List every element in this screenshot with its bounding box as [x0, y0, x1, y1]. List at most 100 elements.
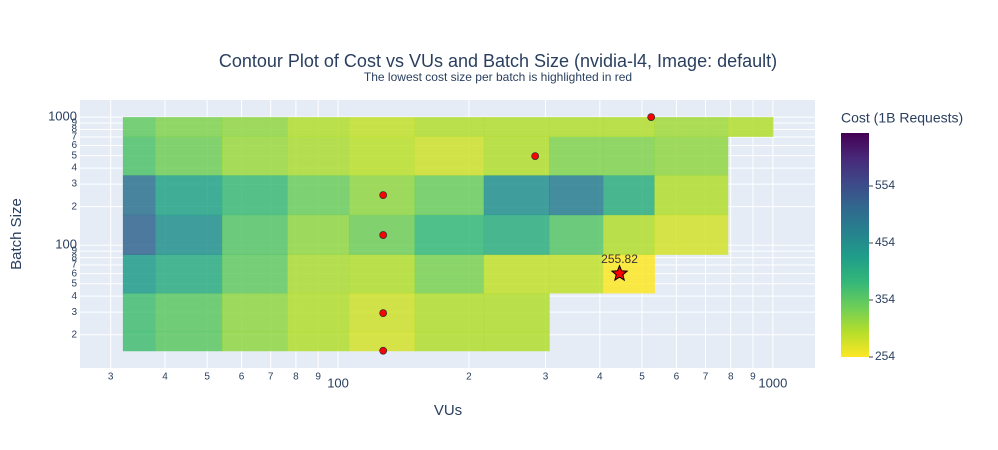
x-tick-label: 8	[728, 372, 734, 383]
y-tick-label: 100	[55, 237, 77, 252]
contour-cell	[603, 117, 655, 137]
contour-cell	[349, 331, 416, 352]
colorbar-tick-label: 354	[875, 292, 895, 306]
x-tick-label: 1000	[758, 375, 787, 390]
contour-cell	[122, 292, 156, 332]
x-tick-label: 6	[239, 372, 245, 383]
contour-cell	[221, 117, 288, 137]
contour-cell	[483, 117, 550, 137]
x-tick-label: 7	[703, 372, 709, 383]
best-point	[610, 264, 629, 282]
contour-cell	[727, 117, 774, 137]
x-tick-label: 7	[268, 372, 274, 383]
best-label: 255.82	[601, 252, 638, 266]
contour-cell	[349, 254, 416, 294]
y-tick-label: 3	[71, 307, 77, 318]
y-tick-label: 6	[71, 140, 77, 151]
contour-cell	[549, 174, 604, 216]
contour-cell	[483, 254, 550, 294]
contour-cell	[603, 254, 655, 294]
y-tick-label: 5	[71, 278, 77, 289]
chart-subtitle: The lowest cost size per batch is highli…	[364, 70, 632, 84]
contour-fill	[122, 117, 774, 352]
contour-cell	[549, 117, 604, 137]
contour-cell	[122, 214, 156, 255]
contour-cell	[654, 174, 729, 216]
contour-cell	[155, 331, 223, 352]
x-tick-label: 100	[327, 375, 349, 390]
contour-cell	[483, 214, 550, 255]
colorbar	[841, 133, 869, 357]
x-tick-label: 9	[750, 372, 756, 383]
contour-cell	[349, 117, 416, 137]
y-tick-label: 9	[71, 118, 77, 129]
x-axis-title: VUs	[434, 402, 462, 419]
x-tick-label: 8	[293, 372, 299, 383]
contour-cell	[549, 136, 604, 176]
contour-cell	[549, 214, 604, 255]
y-axis-title: Batch Size	[8, 198, 25, 270]
highlight-point	[379, 346, 388, 355]
contour-cell	[221, 254, 288, 294]
y-tick-label: 1000	[48, 109, 77, 124]
contour-cell	[654, 136, 729, 176]
x-tick-label: 3	[108, 372, 114, 383]
x-tick-label: 4	[597, 372, 603, 383]
contour-cell	[414, 214, 485, 255]
contour-cell	[221, 214, 288, 255]
contour-cell	[122, 136, 156, 176]
markers: 255.82	[379, 113, 656, 355]
y-tick-label: 4	[71, 163, 77, 174]
contour-cell	[287, 174, 350, 216]
contour-cell	[122, 117, 156, 137]
y-tick-label: 8	[71, 252, 77, 263]
x-tick-label: 5	[639, 372, 645, 383]
y-tick-label: 9	[71, 246, 77, 257]
contour-cell	[287, 331, 350, 352]
y-tick-label: 6	[71, 268, 77, 279]
colorbar-title: Cost (1B Requests)	[841, 110, 963, 126]
contour-cell	[603, 214, 655, 255]
highlight-point	[379, 231, 388, 239]
contour-cell	[155, 117, 223, 137]
y-tick-label: 3	[71, 179, 77, 190]
highlight-point	[379, 309, 388, 318]
contour-cell	[122, 174, 156, 216]
contour-cell	[483, 292, 550, 332]
x-tick-label: 5	[204, 372, 210, 383]
contour-cell	[654, 117, 729, 137]
contour-cell	[287, 136, 350, 176]
contour-cell	[483, 331, 550, 352]
contour-cell	[654, 214, 729, 255]
contour-cell	[414, 331, 485, 352]
y-tick-label: 7	[71, 132, 77, 143]
contour-cell	[414, 136, 485, 176]
highlight-point	[379, 191, 388, 200]
y-tick-label: 2	[71, 329, 77, 340]
x-tick-label: 3	[543, 372, 549, 383]
contour-cell	[414, 254, 485, 294]
colorbar-tick-label: 554	[875, 178, 895, 192]
contour-cell	[483, 174, 550, 216]
contour-cell	[483, 136, 550, 176]
contour-cell	[155, 174, 223, 216]
x-tick-label: 4	[162, 372, 168, 383]
contour-cell	[155, 292, 223, 332]
contour-cell	[122, 254, 156, 294]
highlight-point	[531, 152, 540, 161]
highlight-point	[647, 113, 656, 122]
y-tick-label: 8	[71, 124, 77, 135]
x-tick-label: 6	[674, 372, 680, 383]
contour-cell	[349, 136, 416, 176]
contour-cell	[122, 331, 156, 352]
contour-cell	[603, 174, 655, 216]
contour-cell	[287, 254, 350, 294]
contour-cell	[549, 254, 604, 294]
colorbar-tick-label: 254	[875, 349, 895, 363]
y-tick-label: 2	[71, 201, 77, 212]
contour-cell	[221, 331, 288, 352]
chart-title: Contour Plot of Cost vs VUs and Batch Si…	[219, 51, 777, 71]
x-tick-label: 9	[315, 372, 321, 383]
contour-cell	[603, 136, 655, 176]
